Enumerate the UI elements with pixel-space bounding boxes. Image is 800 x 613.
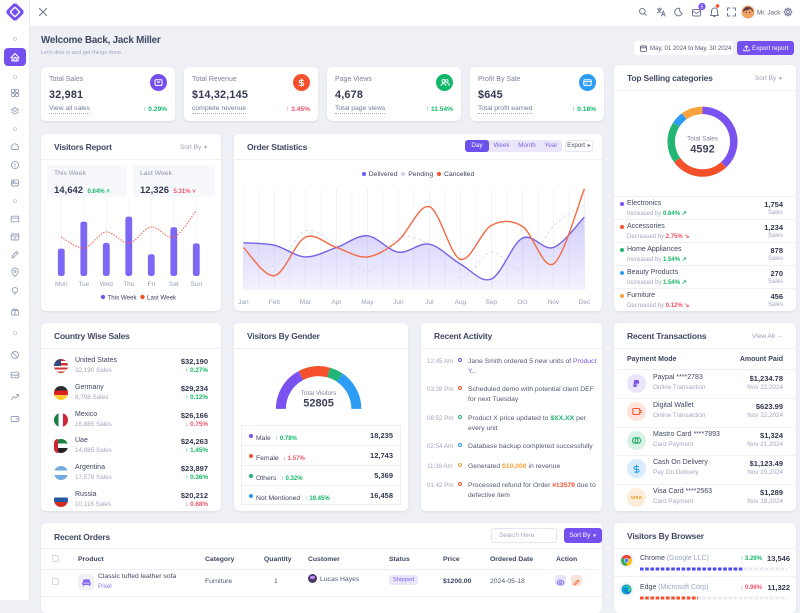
svg-text:Sun: Sun [191,281,203,288]
svg-text:5: 5 [701,5,704,11]
svg-text:Mr. Jack: Mr. Jack [757,9,781,16]
svg-text:Wed: Wed [100,281,114,288]
svg-text:52805: 52805 [303,398,334,410]
svg-text:Total Visitors: Total Visitors [301,390,337,397]
svg-text:Jan: Jan [238,299,249,306]
svg-text:Last Week: Last Week [147,295,177,302]
svg-text:Nov: Nov [548,299,560,306]
svg-text:Total Sales: Total Sales [687,136,718,143]
svg-text:This Week: This Week [108,295,138,302]
svg-text:Oct: Oct [517,299,527,306]
svg-text:Mon: Mon [55,281,68,288]
svg-text:Feb: Feb [269,299,281,306]
svg-text:May: May [361,299,374,306]
svg-text:Mar: Mar [300,299,312,306]
svg-text:Apr: Apr [331,299,342,306]
svg-text:Sat: Sat [169,281,179,288]
svg-text:Sep: Sep [486,299,498,306]
svg-text:Jul: Jul [425,299,434,306]
svg-text:Fri: Fri [148,281,156,288]
svg-text:Thu: Thu [123,281,135,288]
svg-text:4592: 4592 [690,144,714,156]
svg-text:Aug: Aug [455,299,467,306]
svg-text:Tue: Tue [78,281,89,288]
svg-text:Jun: Jun [393,299,404,306]
svg-text:Dec: Dec [579,299,591,306]
